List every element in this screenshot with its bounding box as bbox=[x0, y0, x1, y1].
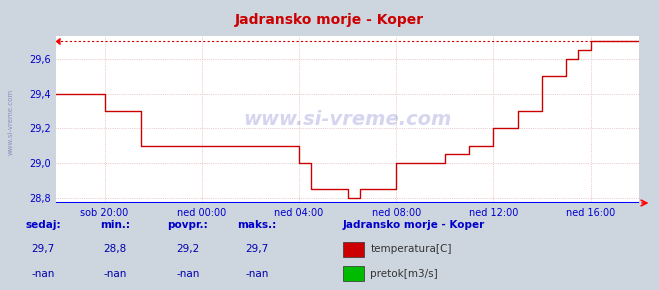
Text: Jadransko morje - Koper: Jadransko morje - Koper bbox=[235, 13, 424, 27]
Text: -nan: -nan bbox=[245, 269, 269, 279]
Text: 29,7: 29,7 bbox=[245, 244, 269, 254]
Bar bbox=[343, 267, 364, 281]
Text: -nan: -nan bbox=[176, 269, 200, 279]
Text: temperatura[C]: temperatura[C] bbox=[370, 244, 452, 254]
Text: -nan: -nan bbox=[31, 269, 55, 279]
Text: 28,8: 28,8 bbox=[103, 244, 127, 254]
Text: www.si-vreme.com: www.si-vreme.com bbox=[243, 110, 452, 129]
Text: 29,2: 29,2 bbox=[176, 244, 200, 254]
Text: 29,7: 29,7 bbox=[31, 244, 55, 254]
Text: www.si-vreme.com: www.si-vreme.com bbox=[8, 89, 14, 155]
Text: Jadransko morje - Koper: Jadransko morje - Koper bbox=[343, 220, 485, 230]
Text: min.:: min.: bbox=[100, 220, 130, 230]
Bar bbox=[343, 242, 364, 257]
Text: sedaj:: sedaj: bbox=[25, 220, 61, 230]
Text: maks.:: maks.: bbox=[237, 220, 277, 230]
Text: pretok[m3/s]: pretok[m3/s] bbox=[370, 269, 438, 279]
Text: -nan: -nan bbox=[103, 269, 127, 279]
Text: povpr.:: povpr.: bbox=[167, 220, 208, 230]
